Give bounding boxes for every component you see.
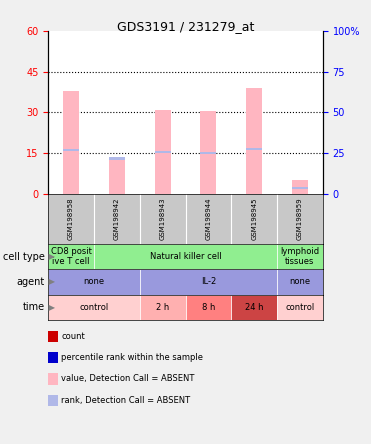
Text: GSM198945: GSM198945 (251, 198, 257, 240)
Text: control: control (285, 303, 315, 312)
Bar (63, 91, 79, 194)
Text: ▶: ▶ (46, 252, 56, 261)
Bar (246, 88, 262, 194)
Text: CD8 posit
ive T cell: CD8 posit ive T cell (51, 247, 92, 266)
Text: GSM198958: GSM198958 (68, 198, 74, 240)
Bar (63, 149, 79, 151)
Bar (277, 270, 323, 294)
Text: Natural killer cell: Natural killer cell (150, 252, 221, 261)
Bar (277, 244, 323, 270)
Text: agent: agent (16, 277, 45, 287)
Text: GSM198959: GSM198959 (297, 198, 303, 240)
Text: 8 h: 8 h (202, 303, 215, 312)
Bar (94, 244, 277, 270)
Text: GSM198942: GSM198942 (114, 198, 120, 240)
Bar (292, 180, 308, 194)
Bar (246, 148, 262, 150)
Bar (48, 294, 140, 320)
Text: ▶: ▶ (46, 278, 56, 286)
Text: GDS3191 / 231279_at: GDS3191 / 231279_at (117, 20, 254, 33)
Text: 24 h: 24 h (245, 303, 263, 312)
Bar (48, 270, 140, 294)
Text: none: none (289, 278, 311, 286)
Text: lymphoid
tissues: lymphoid tissues (280, 247, 319, 266)
Bar (155, 151, 171, 153)
Text: control: control (79, 303, 109, 312)
Text: count: count (61, 332, 85, 341)
Bar (155, 110, 171, 194)
Bar (292, 187, 308, 190)
Text: percentile rank within the sample: percentile rank within the sample (61, 353, 203, 362)
Bar (109, 158, 125, 159)
Bar (140, 270, 277, 294)
Text: cell type: cell type (3, 252, 45, 262)
Bar (48, 244, 94, 270)
Bar (231, 294, 277, 320)
Bar (200, 111, 216, 194)
Text: GSM198943: GSM198943 (160, 198, 165, 240)
Bar (186, 294, 231, 320)
Text: none: none (83, 278, 105, 286)
Text: ▶: ▶ (46, 303, 56, 312)
Bar (140, 294, 186, 320)
Bar (200, 152, 216, 154)
Text: rank, Detection Call = ABSENT: rank, Detection Call = ABSENT (61, 396, 190, 404)
Bar (109, 159, 125, 194)
Text: GSM198944: GSM198944 (206, 198, 211, 240)
Text: 2 h: 2 h (156, 303, 169, 312)
Text: time: time (22, 302, 45, 312)
Text: IL-2: IL-2 (201, 278, 216, 286)
Text: value, Detection Call = ABSENT: value, Detection Call = ABSENT (61, 374, 195, 383)
Bar (277, 294, 323, 320)
